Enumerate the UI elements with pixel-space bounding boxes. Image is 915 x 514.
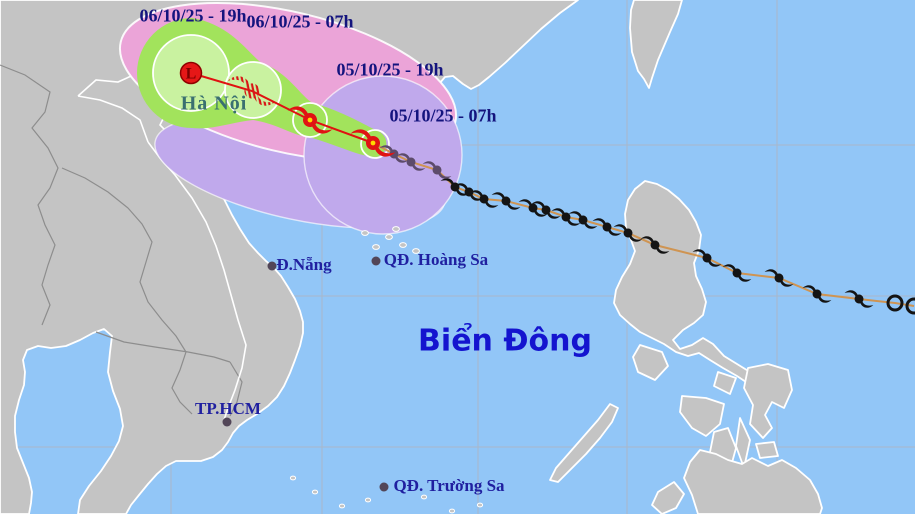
islet-hoang-sa xyxy=(385,234,393,240)
typhoon-eye-dot xyxy=(370,140,376,146)
islet-truong-sa xyxy=(476,502,484,508)
low-pressure-letter: L xyxy=(186,66,197,83)
islet-hoang-sa xyxy=(399,242,407,248)
forecast-cones xyxy=(118,1,463,235)
landmass-panay xyxy=(679,395,725,437)
border-china-myanmar xyxy=(0,64,59,326)
landmass-samar-leyte xyxy=(743,363,793,439)
forecast-uncertainty-circle xyxy=(292,102,328,138)
border-vietnam-laos xyxy=(147,141,247,421)
label-datetime-4: 05/10/25 - 07h xyxy=(389,105,497,126)
label-hanoi: Hà Nội xyxy=(180,92,248,115)
landmass-mindanao xyxy=(683,449,823,514)
tropical-depression-ring-icon xyxy=(905,297,915,315)
landmass-palawan xyxy=(549,403,619,483)
border-province-1 xyxy=(77,95,149,143)
islet-truong-sa xyxy=(420,494,428,500)
islet-truong-sa xyxy=(289,475,297,481)
label-danang-dot xyxy=(267,261,277,271)
landmass-taiwan xyxy=(629,0,683,89)
landmass-masbate xyxy=(713,371,737,395)
islet-truong-sa xyxy=(448,508,456,514)
landmasses xyxy=(0,0,823,514)
islet-hoang-sa xyxy=(392,226,400,232)
islet-truong-sa xyxy=(338,503,346,509)
border-laos-thailand xyxy=(61,167,193,415)
label-tphcm: TP.HCM xyxy=(195,399,261,418)
label-datetime-2: 06/10/25 - 07h xyxy=(246,11,354,32)
label-datetime-3: 05/10/25 - 19h xyxy=(336,59,444,80)
islet-hoang-sa xyxy=(412,248,420,254)
border-cambodia-north xyxy=(95,331,231,363)
islet-truong-sa xyxy=(364,497,372,503)
label-hoangsa: QĐ. Hoàng Sa xyxy=(383,250,489,269)
landmass-bohol xyxy=(755,441,779,459)
storm-track: L xyxy=(179,61,915,315)
border-cambodia-east xyxy=(229,361,243,417)
island-specks xyxy=(289,226,484,514)
label-truongsa: QĐ. Trường Sa xyxy=(393,476,505,495)
label-bien-dong: Biển Đông xyxy=(418,323,592,359)
tropical-depression-ring-icon xyxy=(886,294,904,312)
forecast-uncertainty-circle xyxy=(360,129,390,159)
islet-truong-sa xyxy=(311,489,319,495)
label-truongsa-dot xyxy=(379,482,389,492)
low-pressure-circle-icon xyxy=(179,61,203,85)
label-tphcm-dot xyxy=(222,417,232,427)
landmass-mindoro xyxy=(632,344,669,381)
islet-hoang-sa xyxy=(372,244,380,250)
label-danang: Đ.Nẵng xyxy=(276,255,332,274)
label-hoangsa-dot xyxy=(371,256,381,266)
track-line-forecast xyxy=(190,72,374,144)
islet-hoang-sa xyxy=(361,230,369,236)
typhoon-eye-dot xyxy=(307,117,313,123)
landmass-mindanao-west xyxy=(651,481,685,514)
label-datetime-1: 06/10/25 - 19h xyxy=(139,5,247,26)
